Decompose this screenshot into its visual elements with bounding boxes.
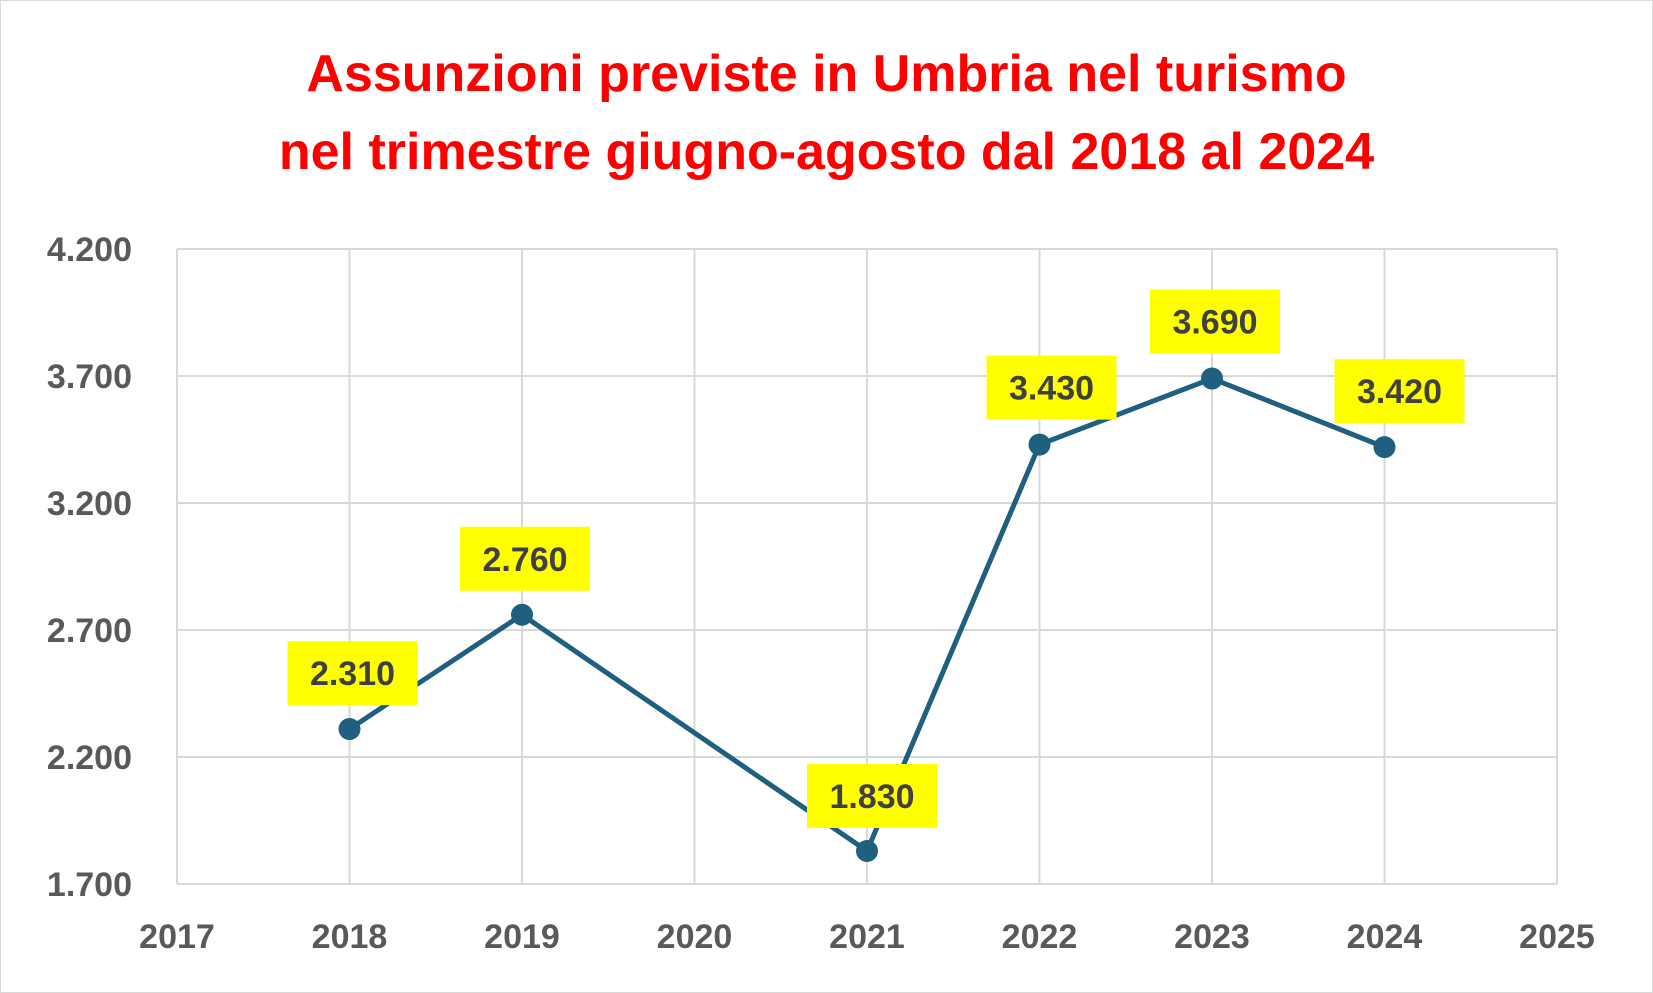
x-axis-ticks: 2017 2018 2019 2020 2021 2022 2023 2024 2025: [139, 918, 1595, 956]
x-tick-label: 2020: [657, 918, 733, 956]
data-point: [511, 603, 533, 626]
data-label-box: [986, 355, 1117, 420]
data-label-box: [1150, 289, 1280, 354]
data-label: 3.430: [1009, 370, 1094, 408]
data-label: 1.830: [829, 778, 914, 816]
y-tick-label: 2.200: [47, 739, 132, 777]
data-label-box: [807, 763, 937, 828]
y-axis-ticks: 1.700 2.200 2.700 3.200 3.700 4.200: [47, 231, 132, 904]
data-label-box: [287, 641, 418, 706]
x-tick-label: 2024: [1347, 918, 1423, 956]
x-tick-label: 2022: [1002, 918, 1078, 956]
data-label: 2.760: [482, 541, 567, 579]
data-label: 2.310: [310, 655, 395, 693]
y-tick-label: 3.700: [47, 358, 132, 396]
x-tick-label: 2025: [1519, 918, 1595, 956]
data-point: [1373, 436, 1396, 459]
data-label: 3.420: [1357, 373, 1442, 411]
series-line: [348, 376, 1386, 854]
data-label: 3.690: [1172, 304, 1257, 342]
data-point: [338, 718, 361, 741]
data-point: [856, 839, 878, 862]
chart-title-line-2: nel trimestre giugno-agosto dal 2018 al …: [278, 123, 1375, 181]
y-tick-label: 2.700: [47, 612, 132, 650]
data-label-box: [1334, 359, 1465, 424]
x-tick-label: 2019: [484, 918, 560, 956]
x-tick-label: 2021: [829, 918, 905, 956]
y-tick-label: 3.200: [47, 485, 132, 523]
x-tick-label: 2018: [312, 918, 388, 956]
y-tick-label: 4.200: [47, 231, 132, 269]
data-labels: 2.310 2.760 1.830 3.430 3.690 3.420: [287, 289, 1465, 828]
x-tick-label: 2017: [139, 918, 215, 956]
y-tick-label: 1.700: [47, 866, 132, 904]
chart-title-line-1: Assunzioni previste in Umbria nel turism…: [306, 45, 1347, 103]
data-point: [1201, 367, 1223, 390]
data-point: [1028, 433, 1051, 456]
series: [338, 367, 1396, 862]
grid: [176, 248, 1558, 885]
data-label-box: [460, 526, 590, 591]
x-tick-label: 2023: [1174, 918, 1250, 956]
